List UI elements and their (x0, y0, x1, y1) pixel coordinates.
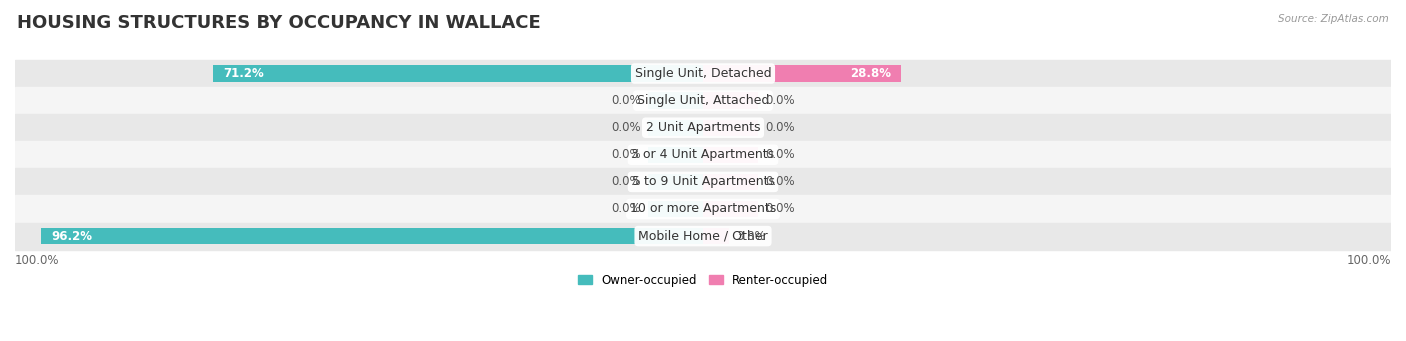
Bar (648, 201, 703, 217)
Bar (703, 147, 758, 163)
Text: HOUSING STRUCTURES BY OCCUPANCY IN WALLACE: HOUSING STRUCTURES BY OCCUPANCY IN WALLA… (17, 14, 541, 32)
Text: 28.8%: 28.8% (849, 67, 891, 80)
Bar (15, 223, 1391, 250)
Bar (41, 228, 703, 244)
Bar (15, 141, 1391, 168)
Text: 2 Unit Apartments: 2 Unit Apartments (645, 121, 761, 134)
Bar (648, 147, 703, 163)
Text: 10 or more Apartments: 10 or more Apartments (630, 203, 776, 216)
Text: 100.0%: 100.0% (1347, 254, 1391, 267)
Bar (703, 65, 901, 81)
Bar (15, 60, 1391, 87)
Text: 0.0%: 0.0% (612, 203, 641, 216)
Bar (15, 168, 1391, 195)
Text: 0.0%: 0.0% (765, 148, 794, 161)
Bar (703, 201, 758, 217)
Text: Single Unit, Attached: Single Unit, Attached (637, 94, 769, 107)
Text: 0.0%: 0.0% (765, 175, 794, 188)
Bar (703, 174, 758, 190)
Text: 100.0%: 100.0% (15, 254, 59, 267)
Bar (214, 65, 703, 81)
Bar (703, 120, 758, 136)
Text: 0.0%: 0.0% (612, 121, 641, 134)
Text: Source: ZipAtlas.com: Source: ZipAtlas.com (1278, 14, 1389, 24)
Legend: Owner-occupied, Renter-occupied: Owner-occupied, Renter-occupied (572, 269, 834, 291)
Text: Single Unit, Detached: Single Unit, Detached (634, 67, 772, 80)
Bar (15, 114, 1391, 141)
Bar (648, 174, 703, 190)
Text: 3 or 4 Unit Apartments: 3 or 4 Unit Apartments (631, 148, 775, 161)
Bar (15, 87, 1391, 114)
Text: 3.8%: 3.8% (735, 229, 766, 242)
Bar (648, 120, 703, 136)
Text: 0.0%: 0.0% (765, 121, 794, 134)
Text: 5 to 9 Unit Apartments: 5 to 9 Unit Apartments (631, 175, 775, 188)
Bar (15, 195, 1391, 223)
Text: 96.2%: 96.2% (52, 229, 93, 242)
Text: 71.2%: 71.2% (224, 67, 264, 80)
Bar (703, 228, 730, 244)
Text: 0.0%: 0.0% (612, 175, 641, 188)
Text: 0.0%: 0.0% (612, 94, 641, 107)
Text: 0.0%: 0.0% (765, 203, 794, 216)
Text: Mobile Home / Other: Mobile Home / Other (638, 229, 768, 242)
Bar (648, 92, 703, 109)
Bar (703, 92, 758, 109)
Text: 0.0%: 0.0% (612, 148, 641, 161)
Text: 0.0%: 0.0% (765, 94, 794, 107)
